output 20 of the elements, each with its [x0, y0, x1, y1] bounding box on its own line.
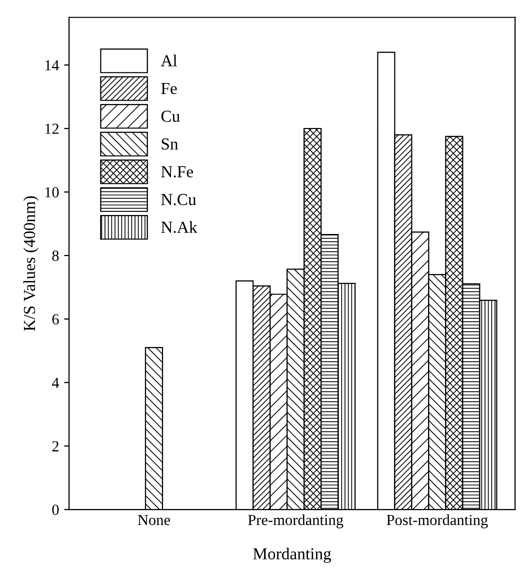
legend-label: Fe: [161, 83, 177, 94]
y-tick-label: 14: [45, 60, 60, 70]
legend-label: N.Fe: [161, 166, 193, 178]
x-axis-title: Mordanting: [253, 548, 332, 563]
legend-label: Sn: [162, 138, 178, 150]
y-tick-label: 0: [52, 504, 59, 515]
y-tick-label: 12: [45, 124, 58, 134]
y-tick-label: 6: [52, 314, 59, 324]
x-tick-label: None: [138, 514, 170, 526]
legend-label: Al: [160, 54, 178, 66]
legend-label: N.Cu: [161, 194, 196, 206]
y-axis-title: K/S Values (400nm): [23, 196, 38, 331]
legend-label: Cu: [161, 110, 180, 122]
x-tick-label: Post-mordanting: [386, 514, 488, 528]
legend-label: N.Ak: [161, 221, 198, 233]
y-tick-label: 8: [52, 250, 59, 261]
y-tick-label: 4: [52, 378, 60, 388]
y-tick-label: 10: [45, 187, 59, 198]
y-tick-label: 2: [52, 441, 58, 452]
x-tick-label: Pre-mordanting: [248, 514, 344, 528]
